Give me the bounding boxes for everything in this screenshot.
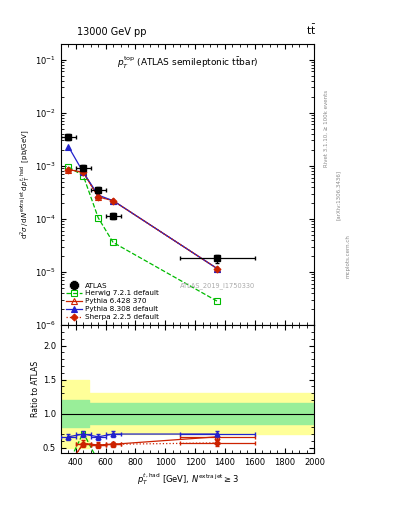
- Pythia 8.308 default: [66, 143, 71, 150]
- Sherpa 2.2.5 default: [96, 194, 101, 200]
- Sherpa 2.2.5 default: [66, 166, 71, 173]
- Text: [arXiv:1306.3436]: [arXiv:1306.3436]: [336, 169, 341, 220]
- Line: Herwig 7.2.1 default: Herwig 7.2.1 default: [66, 164, 220, 304]
- Sherpa 2.2.5 default: [81, 169, 86, 176]
- Pythia 8.308 default: [111, 198, 116, 204]
- Text: ATLAS_2019_I1750330: ATLAS_2019_I1750330: [180, 282, 256, 289]
- Pythia 6.428 370: [66, 166, 71, 173]
- Line: Pythia 6.428 370: Pythia 6.428 370: [66, 167, 220, 271]
- Text: Rivet 3.1.10, ≥ 100k events: Rivet 3.1.10, ≥ 100k events: [324, 90, 329, 166]
- Sherpa 2.2.5 default: [215, 266, 220, 272]
- Pythia 8.308 default: [81, 169, 86, 176]
- Herwig 7.2.1 default: [215, 298, 220, 305]
- Herwig 7.2.1 default: [66, 164, 71, 170]
- Herwig 7.2.1 default: [111, 240, 116, 246]
- X-axis label: $p_T^{t,\mathrm{had}}$ [GeV], $N^\mathrm{extra\,jet} \geq 3$: $p_T^{t,\mathrm{had}}$ [GeV], $N^\mathrm…: [136, 471, 239, 487]
- Pythia 6.428 370: [111, 198, 116, 204]
- Herwig 7.2.1 default: [96, 215, 101, 221]
- Text: mcplots.cern.ch: mcplots.cern.ch: [346, 234, 351, 278]
- Text: $\mathrm{t\bar{t}}$: $\mathrm{t\bar{t}}$: [306, 23, 316, 37]
- Sherpa 2.2.5 default: [111, 198, 116, 204]
- Text: $p_T^\mathrm{top}$ (ATLAS semileptonic t$\bar{\mathrm{t}}$bar): $p_T^\mathrm{top}$ (ATLAS semileptonic t…: [117, 55, 259, 71]
- Pythia 8.308 default: [96, 192, 101, 198]
- Y-axis label: $\mathrm{d}^2\sigma\,/\,\mathrm{d}N^\mathrm{extra\,jet}\,\mathrm{d}\,p_T^{t,\mat: $\mathrm{d}^2\sigma\,/\,\mathrm{d}N^\mat…: [19, 130, 32, 239]
- Line: Pythia 8.308 default: Pythia 8.308 default: [66, 144, 220, 271]
- Line: Sherpa 2.2.5 default: Sherpa 2.2.5 default: [66, 167, 220, 271]
- Herwig 7.2.1 default: [81, 173, 86, 179]
- Pythia 6.428 370: [215, 266, 220, 272]
- Legend: ATLAS, Herwig 7.2.1 default, Pythia 6.428 370, Pythia 8.308 default, Sherpa 2.2.: ATLAS, Herwig 7.2.1 default, Pythia 6.42…: [64, 281, 160, 322]
- Pythia 6.428 370: [96, 194, 101, 200]
- Pythia 6.428 370: [81, 169, 86, 176]
- Text: 13000 GeV pp: 13000 GeV pp: [77, 27, 146, 37]
- Pythia 8.308 default: [215, 266, 220, 272]
- Y-axis label: Ratio to ATLAS: Ratio to ATLAS: [31, 361, 40, 417]
